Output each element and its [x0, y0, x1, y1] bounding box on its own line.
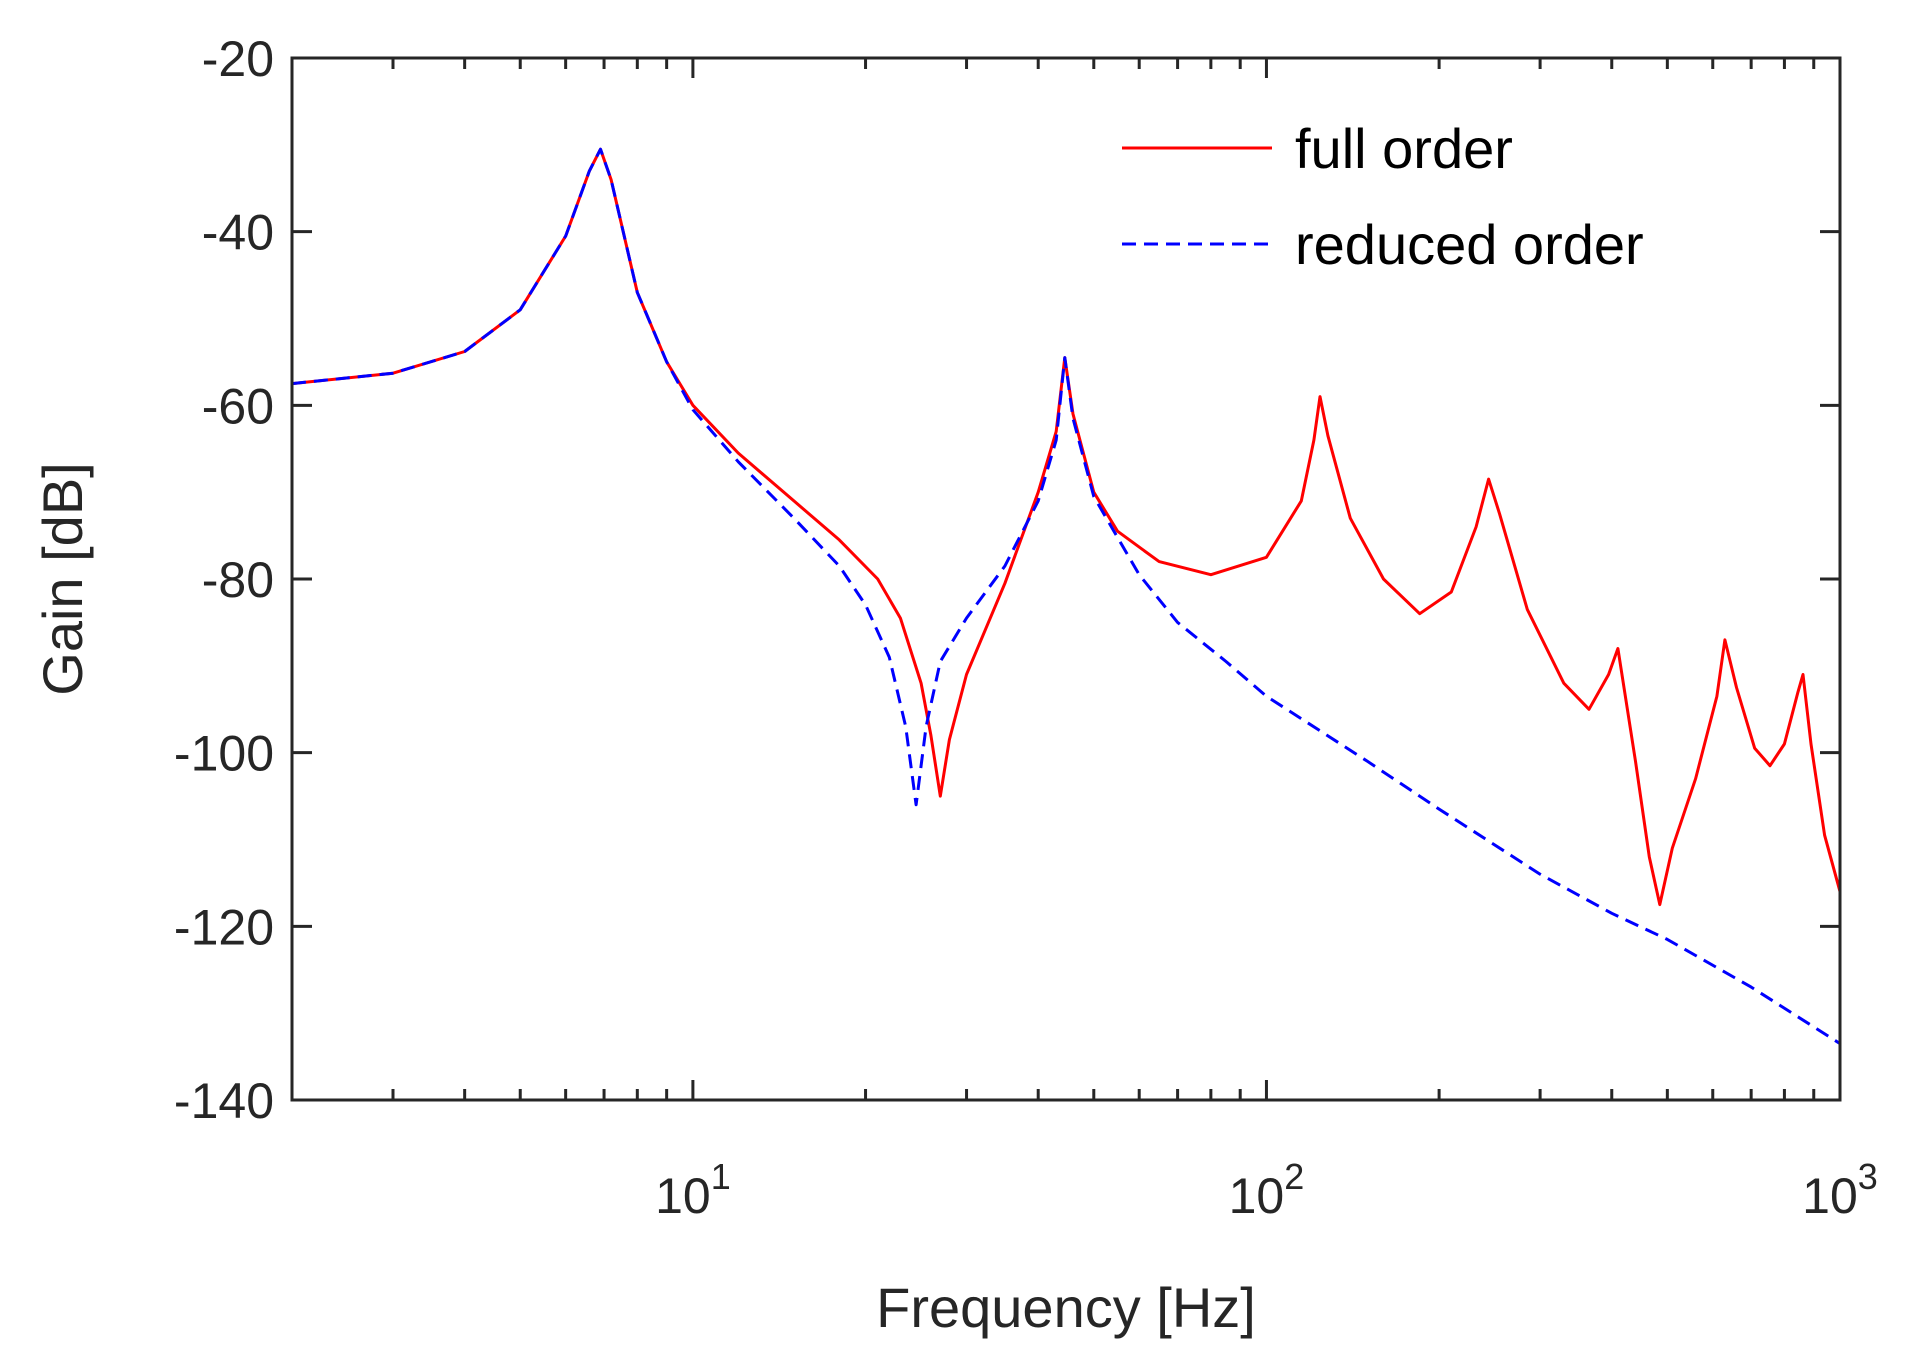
y-tick-label: -20 — [202, 31, 274, 87]
x-tick-label-base: 10 — [1802, 1168, 1858, 1224]
x-tick-label-exponent: 2 — [1284, 1156, 1304, 1197]
x-tick-label-base: 10 — [1229, 1168, 1285, 1224]
x-tick-label: 103 — [1802, 1156, 1878, 1224]
plot-background — [292, 58, 1840, 1100]
series-line-reduced-order — [292, 147, 1840, 1045]
tick-marks — [290, 56, 1842, 1102]
x-tick-label-exponent: 1 — [711, 1156, 731, 1197]
y-axis-title: Gain [dB] — [31, 462, 94, 695]
data-series — [292, 147, 1840, 1045]
x-axis-title: Frequency [Hz] — [876, 1276, 1256, 1339]
y-tick-label: -40 — [202, 205, 274, 261]
x-tick-label-exponent: 3 — [1858, 1156, 1878, 1197]
y-tick-label: -140 — [174, 1073, 274, 1129]
legend-label-reduced-order: reduced order — [1295, 213, 1644, 276]
y-tick-label: -120 — [174, 899, 274, 955]
legend-label-full-order: full order — [1295, 117, 1513, 180]
legend: full order reduced order — [1122, 117, 1644, 276]
x-tick-label: 102 — [1229, 1156, 1305, 1224]
y-tick-label: -100 — [174, 726, 274, 782]
x-tick-label: 101 — [655, 1156, 731, 1224]
plot-frame — [290, 56, 1842, 1102]
x-tick-label-base: 10 — [655, 1168, 711, 1224]
series-line-full-order — [292, 147, 1840, 907]
y-tick-label: -60 — [202, 378, 274, 434]
y-tick-label: -80 — [202, 552, 274, 608]
